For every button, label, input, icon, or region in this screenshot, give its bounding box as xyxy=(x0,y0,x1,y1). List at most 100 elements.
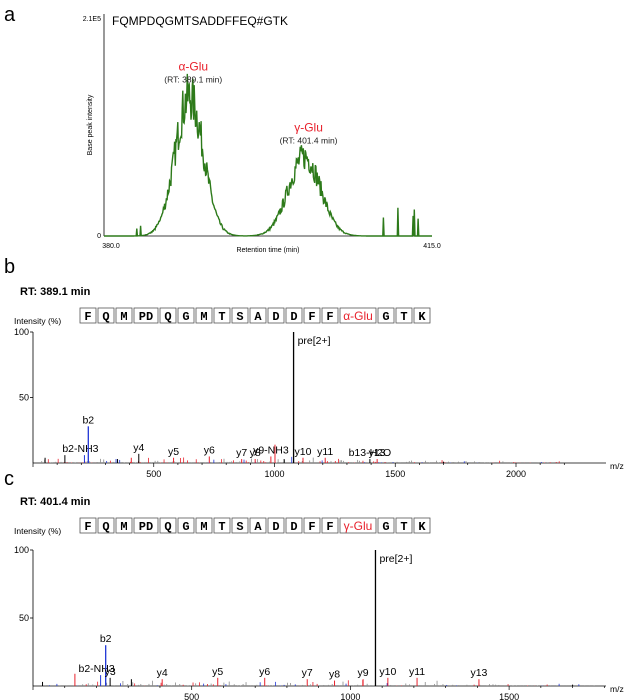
y-tick-label: 50 xyxy=(19,393,29,403)
peak-label: y8 xyxy=(329,669,340,681)
peak-label: y9 xyxy=(358,667,369,679)
peak-label: y4 xyxy=(133,442,144,454)
peak-label: b13-H2O xyxy=(349,447,392,459)
sequence-residue-box xyxy=(195,307,213,324)
sequence-residue: F xyxy=(308,310,315,324)
sequence-residue-box xyxy=(213,307,231,324)
sequence-residue-box xyxy=(377,307,395,324)
sequence-residue-box xyxy=(267,307,285,324)
sequence-residue: F xyxy=(326,520,333,534)
sequence-residue: M xyxy=(200,520,207,534)
x-tick-label: 1500 xyxy=(499,692,519,700)
sequence-residue-box xyxy=(195,517,213,534)
x-tick-label: 500 xyxy=(146,469,161,479)
sequence-residue-box xyxy=(285,517,303,534)
peak-label: y11 xyxy=(317,446,333,458)
x-axis-label: m/z xyxy=(610,461,624,471)
x-tick-label: 380.0 xyxy=(102,243,120,250)
sequence-residue: PD xyxy=(139,310,153,324)
peak-label: y3 xyxy=(105,666,116,678)
sequence-residue-box xyxy=(97,307,115,324)
sequence-residue: D xyxy=(272,310,279,324)
sequence-residue-box xyxy=(249,517,267,534)
x-tick-label: 1000 xyxy=(340,692,360,700)
y-axis-label: Intensity (%) xyxy=(14,526,61,536)
sequence-residue: Q xyxy=(164,310,171,324)
y-axis-label: Base peak intensity xyxy=(87,94,94,155)
sequence-residue: S xyxy=(236,310,243,324)
peak-label: y13 xyxy=(369,447,386,459)
peak-label: y5 xyxy=(168,446,179,458)
x-tick-label: 2000 xyxy=(506,469,526,479)
peak-label: b2 xyxy=(100,633,112,645)
sequence-residue: M xyxy=(120,520,127,534)
sequence-residue: A xyxy=(254,520,262,534)
sequence-residue-box xyxy=(79,517,97,534)
sequence-residue: F xyxy=(326,310,333,324)
sequence-residue: A xyxy=(254,310,262,324)
peak-label: y13 xyxy=(470,667,487,679)
sequence-residue: M xyxy=(200,310,207,324)
sequence-residue-box xyxy=(395,307,413,324)
sequence-residue-box xyxy=(303,517,321,534)
chart-title: FQMPDQGMTSADDFFEQ#GTK xyxy=(112,14,288,28)
sequence-residue: F xyxy=(84,310,91,324)
panel-letter-c: c xyxy=(4,468,14,490)
sequence-residue-box xyxy=(339,307,377,324)
peak-label: α-Glu xyxy=(178,59,208,73)
sequence-residue: γ-Glu xyxy=(344,519,373,533)
sequence-residue-box xyxy=(231,517,249,534)
y-tick-label: 50 xyxy=(19,613,29,623)
sequence-residue-box xyxy=(413,307,431,324)
x-tick-label: 1500 xyxy=(385,469,405,479)
sequence-residue: Q xyxy=(102,310,109,324)
sequence-residue-box xyxy=(115,517,133,534)
sequence-residue-box xyxy=(377,517,395,534)
peak-label: y7 xyxy=(236,447,247,459)
x-tick-label: 1000 xyxy=(264,469,284,479)
sequence-residue-box xyxy=(133,517,159,534)
sequence-residue-box xyxy=(321,517,339,534)
peak-label: y11 xyxy=(409,666,425,678)
x-axis-label: m/z xyxy=(610,684,624,694)
panel-letter-b: b xyxy=(4,256,16,278)
sequence-residue: D xyxy=(290,520,297,534)
peak-label: b2-NH3 xyxy=(62,443,98,455)
sequence-residue: S xyxy=(236,520,243,534)
sequence-residue: T xyxy=(218,520,225,534)
sequence-residue: M xyxy=(120,310,127,324)
peak-label: b2 xyxy=(82,414,94,426)
sequence-residue: T xyxy=(218,310,225,324)
sequence-residue: F xyxy=(84,520,91,534)
sequence-residue-box xyxy=(133,307,159,324)
sequence-residue: T xyxy=(400,520,407,534)
y-axis-label: Intensity (%) xyxy=(14,316,61,326)
sequence-residue: G xyxy=(182,520,189,534)
sequence-residue: K xyxy=(418,310,426,324)
peak-label: y6 xyxy=(204,444,215,456)
sequence-residue: α-Glu xyxy=(343,309,373,323)
sequence-residue-box xyxy=(413,517,431,534)
sequence-residue: G xyxy=(382,310,389,324)
y-tick-label: 100 xyxy=(14,545,29,555)
peak-label: y7 xyxy=(302,667,313,679)
sequence-residue-box xyxy=(159,517,177,534)
peak-sublabel: (RT: 401.4 min) xyxy=(280,136,338,146)
chromatogram-trace xyxy=(104,73,432,237)
sequence-residue-box xyxy=(79,307,97,324)
sequence-residue: G xyxy=(182,310,189,324)
spectrum-title: RT: 401.4 min xyxy=(20,496,91,508)
panel-letter-a: a xyxy=(4,4,16,26)
sequence-residue: K xyxy=(418,520,426,534)
sequence-residue-box xyxy=(213,517,231,534)
peak-label: y10 xyxy=(379,666,396,678)
sequence-residue-box xyxy=(159,307,177,324)
peak-label: y8 xyxy=(250,447,261,459)
peak-label: γ-Glu xyxy=(294,121,323,135)
sequence-residue: Q xyxy=(164,520,171,534)
x-axis-label: Retention time (min) xyxy=(236,247,299,254)
y-bottom-label: 0 xyxy=(97,233,101,240)
sequence-residue: F xyxy=(308,520,315,534)
